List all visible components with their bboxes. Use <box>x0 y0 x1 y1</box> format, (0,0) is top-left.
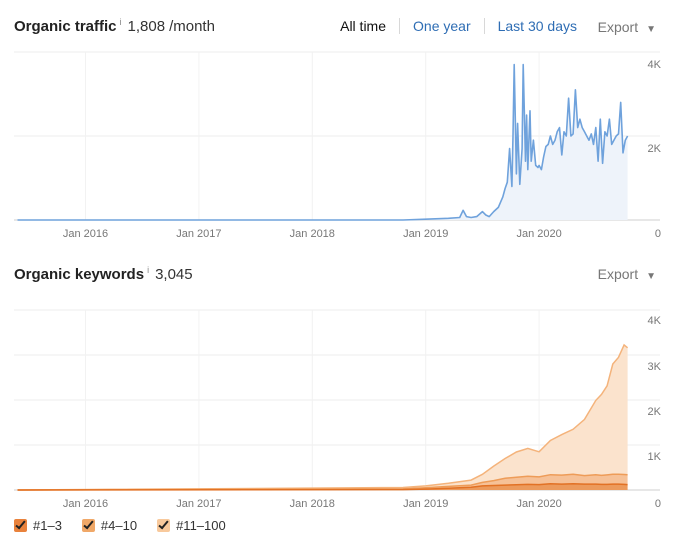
keywords-export-button[interactable]: Export ▼ <box>598 266 656 282</box>
y-tick-label: 0 <box>655 498 661 510</box>
area--11-100 <box>17 344 628 490</box>
chevron-down-icon: ▼ <box>646 271 656 282</box>
checkbox-icon[interactable] <box>14 519 27 532</box>
x-tick-label: Jan 2019 <box>403 498 448 510</box>
checkbox-icon[interactable] <box>81 519 95 532</box>
legend-label: #1–3 <box>33 518 62 533</box>
legend-item-11-100[interactable]: #11–100 <box>157 518 226 533</box>
traffic-line <box>17 63 629 221</box>
legend-label: #11–100 <box>176 518 226 533</box>
x-tick-label: Jan 2019 <box>403 228 448 240</box>
tab-last-30-days[interactable]: Last 30 days <box>483 18 590 34</box>
legend-label: #4–10 <box>100 518 138 533</box>
x-tick-label: Jan 2016 <box>63 498 108 510</box>
chevron-down-icon: ▼ <box>646 24 656 35</box>
traffic-export-button[interactable]: Export ▼ <box>598 19 656 35</box>
line--11-100 <box>17 343 629 491</box>
y-tick-label: 2K <box>648 143 662 155</box>
keywords-legend: #1–3 #4–10 #11–100 <box>14 518 246 533</box>
area--1-3 <box>17 483 628 490</box>
organic-traffic-chart: Jan 2016 Jan 2017 Jan 2018 Jan 2019 Jan 2020… <box>14 51 662 240</box>
y-tick-label: 2K <box>648 406 662 418</box>
keywords-value: 3,045 <box>155 266 193 283</box>
x-tick-label: Jan 2020 <box>516 498 561 510</box>
traffic-area <box>14 64 628 220</box>
line--1-3 <box>17 482 628 491</box>
checkbox-icon[interactable] <box>157 519 171 532</box>
traffic-value: 1,808 <box>127 18 166 35</box>
period-tabs: All time One year Last 30 days <box>340 18 590 34</box>
x-tick-label: Jan 2016 <box>63 228 108 240</box>
y-tick-label: 1K <box>648 451 662 463</box>
y-tick-label: 0 <box>655 228 661 240</box>
x-tick-label: Jan 2018 <box>290 228 335 240</box>
y-tick-label: 4K <box>648 59 662 71</box>
legend-item-4-10[interactable]: #4–10 <box>81 518 138 533</box>
keywords-title: Organic keywords <box>14 266 145 283</box>
traffic-title: Organic traffic <box>14 18 117 35</box>
tab-all-time[interactable]: All time <box>340 18 387 34</box>
y-tick-label: 3K <box>648 361 662 373</box>
organic-keywords-chart: Jan 2016 Jan 2017 Jan 2018 Jan 2019 Jan 2020… <box>14 309 662 510</box>
x-tick-label: Jan 2017 <box>176 228 221 240</box>
export-label: Export <box>597 19 639 35</box>
x-tick-label: Jan 2018 <box>290 498 335 510</box>
keywords-info-icon[interactable]: i <box>147 265 150 275</box>
line--4-10 <box>17 473 628 491</box>
x-tick-label: Jan 2017 <box>176 498 221 510</box>
x-tick-label: Jan 2020 <box>516 228 561 240</box>
tab-one-year[interactable]: One year <box>399 18 484 34</box>
traffic-info-icon[interactable]: i <box>119 17 122 27</box>
traffic-unit: /month <box>169 18 215 35</box>
export-label: Export <box>597 266 639 282</box>
y-tick-label: 4K <box>648 315 662 327</box>
traffic-header: Organic traffic i 1,808 /month <box>14 17 215 42</box>
legend-item-1-3[interactable]: #1–3 <box>14 518 62 533</box>
keywords-header: Organic keywords i 3,045 <box>14 265 193 290</box>
